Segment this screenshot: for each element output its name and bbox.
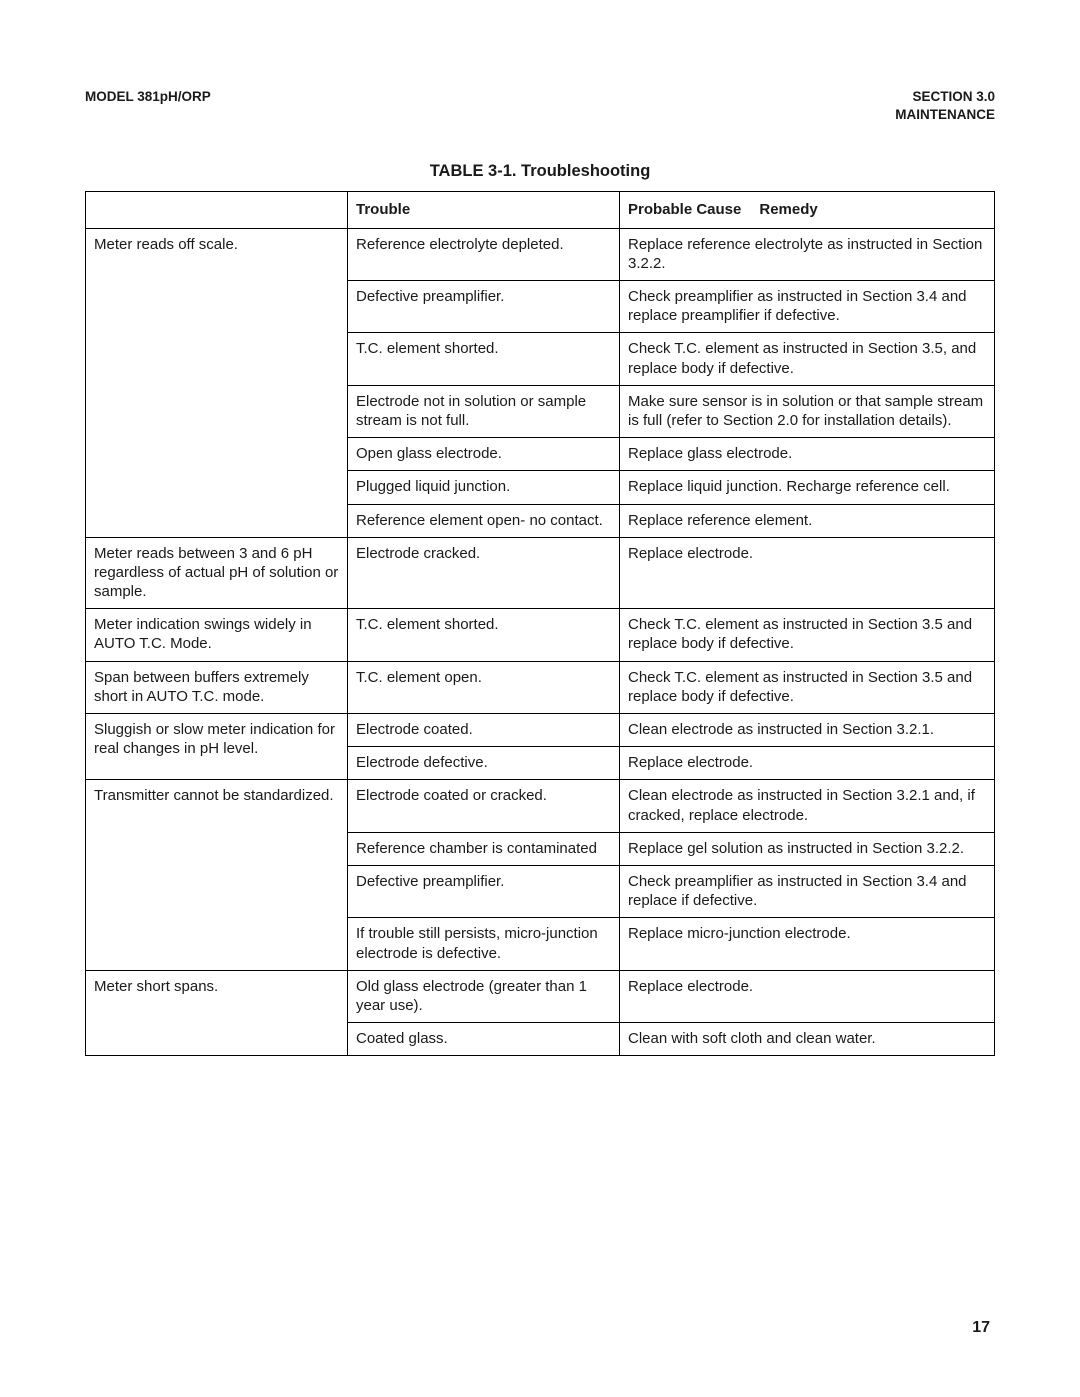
- cell-remedy: Check preamplifier as instructed in Sect…: [620, 865, 995, 917]
- cell-remedy: Check T.C. element as instructed in Sect…: [620, 661, 995, 713]
- cell-cause: Electrode defective.: [348, 747, 620, 780]
- cell-trouble: Meter indication swings widely in AUTO T…: [86, 609, 348, 661]
- cell-cause: T.C. element open.: [348, 661, 620, 713]
- table-row: Meter indication swings widely in AUTO T…: [86, 609, 995, 661]
- cell-remedy: Replace glass electrode.: [620, 438, 995, 471]
- cell-trouble: Sluggish or slow meter indication for re…: [86, 714, 348, 780]
- cell-cause: Old glass electrode (greater than 1 year…: [348, 970, 620, 1022]
- section-line1: SECTION 3.0: [912, 89, 995, 104]
- cell-cause: Open glass electrode.: [348, 438, 620, 471]
- table-row: Meter short spans.Old glass electrode (g…: [86, 970, 995, 1022]
- cell-remedy: Replace electrode.: [620, 970, 995, 1022]
- table-caption: TABLE 3-1. Troubleshooting: [85, 162, 995, 181]
- cell-remedy: Replace liquid junction. Recharge refere…: [620, 471, 995, 504]
- th-blank: [86, 192, 348, 228]
- table-row: Meter reads between 3 and 6 pH regardles…: [86, 537, 995, 609]
- th-remedy: Remedy: [759, 201, 817, 218]
- table-row: Transmitter cannot be standardized.Elect…: [86, 780, 995, 832]
- cell-remedy: Replace reference element.: [620, 504, 995, 537]
- section-label: SECTION 3.0 MAINTENANCE: [895, 88, 995, 124]
- cell-remedy: Replace gel solution as instructed in Se…: [620, 832, 995, 865]
- table-row: Meter reads off scale.Reference electrol…: [86, 228, 995, 280]
- cell-cause: Electrode coated.: [348, 714, 620, 747]
- cell-remedy: Check T.C. element as instructed in Sect…: [620, 609, 995, 661]
- cell-trouble: Span between buffers extremely short in …: [86, 661, 348, 713]
- cell-remedy: Replace micro-junction electrode.: [620, 918, 995, 970]
- cell-cause: T.C. element shorted.: [348, 609, 620, 661]
- table-body: Meter reads off scale.Reference electrol…: [86, 228, 995, 1056]
- cell-cause: Electrode not in solution or sample stre…: [348, 385, 620, 437]
- cell-cause: Plugged liquid junction.: [348, 471, 620, 504]
- table-row: Sluggish or slow meter indication for re…: [86, 714, 995, 747]
- page-header: MODEL 381pH/ORP SECTION 3.0 MAINTENANCE: [85, 88, 995, 124]
- cell-cause: Defective preamplifier.: [348, 865, 620, 917]
- cell-trouble: Transmitter cannot be standardized.: [86, 780, 348, 970]
- cell-remedy: Make sure sensor is in solution or that …: [620, 385, 995, 437]
- cell-remedy: Check T.C. element as instructed in Sect…: [620, 333, 995, 385]
- cell-remedy: Replace reference electrolyte as instruc…: [620, 228, 995, 280]
- section-line2: MAINTENANCE: [895, 107, 995, 122]
- cell-cause: Electrode cracked.: [348, 537, 620, 609]
- cell-remedy: Replace electrode.: [620, 747, 995, 780]
- th-cause: Probable Cause: [628, 201, 741, 218]
- cell-cause: Reference chamber is contaminated: [348, 832, 620, 865]
- cell-trouble: Meter short spans.: [86, 970, 348, 1056]
- cell-cause: If trouble still persists, micro-junctio…: [348, 918, 620, 970]
- cell-cause: Defective preamplifier.: [348, 281, 620, 333]
- cell-cause: Reference element open- no contact.: [348, 504, 620, 537]
- cell-cause: Electrode coated or cracked.: [348, 780, 620, 832]
- model-label: MODEL 381pH/ORP: [85, 88, 211, 124]
- cell-remedy: Clean electrode as instructed in Section…: [620, 714, 995, 747]
- page: MODEL 381pH/ORP SECTION 3.0 MAINTENANCE …: [0, 0, 1080, 1397]
- troubleshooting-table: Trouble Probable Cause Remedy Meter reads…: [85, 191, 995, 1056]
- cell-cause: Coated glass.: [348, 1023, 620, 1056]
- cell-trouble: Meter reads off scale.: [86, 228, 348, 537]
- cell-cause: T.C. element shorted.: [348, 333, 620, 385]
- th-cause-remedy: Probable Cause Remedy: [620, 192, 995, 228]
- cell-cause: Reference electrolyte depleted.: [348, 228, 620, 280]
- cell-remedy: Clean with soft cloth and clean water.: [620, 1023, 995, 1056]
- th-trouble: Trouble: [348, 192, 620, 228]
- table-row: Span between buffers extremely short in …: [86, 661, 995, 713]
- cell-trouble: Meter reads between 3 and 6 pH regardles…: [86, 537, 348, 609]
- table-header-row: Trouble Probable Cause Remedy: [86, 192, 995, 228]
- page-number: 17: [972, 1319, 990, 1337]
- cell-remedy: Replace electrode.: [620, 537, 995, 609]
- cell-remedy: Check preamplifier as instructed in Sect…: [620, 281, 995, 333]
- cell-remedy: Clean electrode as instructed in Section…: [620, 780, 995, 832]
